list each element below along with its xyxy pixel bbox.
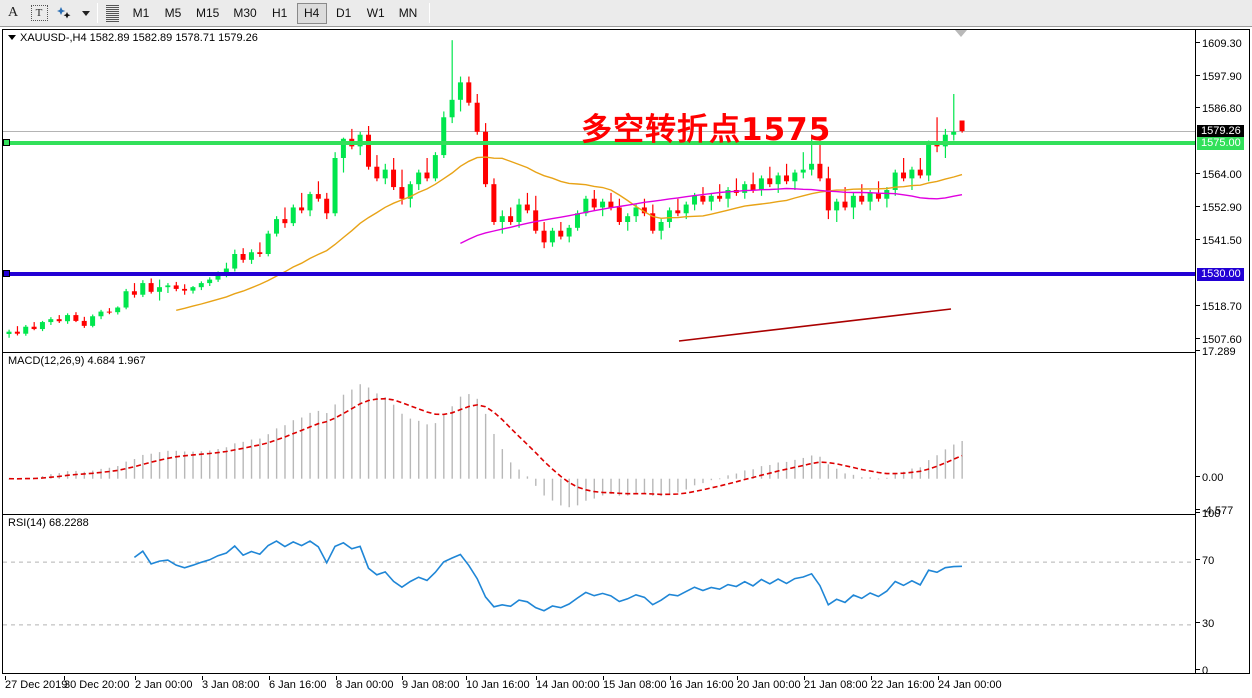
time-axis-label: 3 Jan 08:00 — [202, 679, 260, 691]
macd-axis-tick: 17.289 — [1196, 347, 1236, 358]
toolbar-separator-1 — [97, 3, 98, 23]
blue-line-handle[interactable] — [3, 270, 10, 278]
price-axis-tick: 1552.90 — [1196, 202, 1242, 214]
rsi-panel-label: RSI(14) 68.2288 — [8, 517, 89, 529]
timeframe-button-m1[interactable]: M1 — [132, 6, 150, 20]
price-panel-label: XAUUSD-,H4 1582.89 1582.89 1578.71 1579.… — [8, 32, 258, 44]
time-axis-tick — [737, 676, 738, 680]
timeframe-button-w1[interactable]: W1 — [366, 6, 385, 20]
time-axis-tick — [938, 676, 939, 680]
price-axis-tick: 1609.30 — [1196, 38, 1242, 50]
time-axis-label: 22 Jan 16:00 — [871, 679, 935, 691]
macd-axis-tick: 0.00 — [1196, 472, 1223, 484]
time-axis-label: 9 Jan 08:00 — [402, 679, 460, 691]
green-level-badge: 1575.00 — [1197, 137, 1244, 151]
chart-top-marker — [955, 30, 967, 37]
price-panel-label-text: XAUUSD-,H4 1582.89 1582.89 1578.71 1579.… — [20, 32, 258, 44]
time-axis-label: 16 Jan 16:00 — [670, 679, 734, 691]
time-axis-tick — [804, 676, 805, 680]
text-tool-icon[interactable]: A — [7, 5, 19, 20]
time-axis-label: 14 Jan 00:00 — [536, 679, 600, 691]
time-axis-label: 24 Jan 00:00 — [938, 679, 1002, 691]
price-axis[interactable]: 1609.30 1597.90 1586.80 1564.00 1552.90 1541.… — [1195, 30, 1249, 677]
timeframe-button-m5[interactable]: M5 — [164, 6, 182, 20]
time-axis-tick — [871, 676, 872, 680]
timeframe-button-h1[interactable]: H1 — [272, 6, 288, 20]
time-axis-tick — [64, 676, 65, 680]
rsi-axis-tick: 70 — [1196, 556, 1214, 567]
rsi-series — [3, 540, 1197, 626]
time-axis[interactable]: 27 Dec 2019 30 Dec 20:00 2 Jan 00:00 3 Jan … — [2, 676, 1250, 696]
timeframe-button-mn[interactable]: MN — [398, 6, 418, 20]
objects-dropdown-caret[interactable] — [78, 1, 92, 25]
price-axis-tick: 1597.90 — [1196, 71, 1242, 83]
time-axis-label: 21 Jan 08:00 — [804, 679, 868, 691]
candlestick-series — [6, 40, 965, 342]
time-axis-tick — [670, 676, 671, 680]
blue-level-badge: 1530.00 — [1197, 268, 1244, 282]
green-line-handle[interactable] — [3, 139, 10, 147]
timeframe-button-m30[interactable]: M30 — [233, 6, 257, 20]
label-tool-icon[interactable]: T — [26, 1, 52, 25]
time-axis-label: 6 Jan 16:00 — [269, 679, 327, 691]
rsi-panel[interactable]: RSI(14) 68.2288 — [3, 514, 1197, 672]
time-axis-label: 20 Jan 00:00 — [737, 679, 801, 691]
price-panel[interactable]: 多空转折点1575 XAUUSD-,H4 1582.89 1582.89 157… — [3, 30, 1197, 350]
rsi-axis-tick: 30 — [1196, 618, 1214, 630]
timeframe-button-group: M1 M5 M15 M30 H1 H4 D1 W1 MN — [126, 2, 423, 24]
timeframe-button-d1[interactable]: D1 — [336, 6, 352, 20]
macd-panel[interactable]: MACD(12,26,9) 4.684 1.967 — [3, 352, 1197, 512]
last-price-line — [3, 131, 1197, 132]
time-axis-label: 8 Jan 00:00 — [336, 679, 394, 691]
rsi-axis-tick: 0 — [1196, 666, 1208, 677]
macd-axis-tick: -4.577 — [1196, 506, 1233, 517]
macd-panel-label: MACD(12,26,9) 4.684 1.967 — [8, 355, 146, 367]
time-axis-label: 10 Jan 16:00 — [466, 679, 530, 691]
rsi-panel-inner — [3, 515, 1197, 672]
price-axis-tick: 1507.60 — [1196, 334, 1242, 346]
last-price-badge: 1579.26 — [1197, 125, 1244, 139]
macd-series — [8, 384, 963, 508]
time-axis-tick — [536, 676, 537, 680]
toolbar: A T M1 M5 M15 M30 H1 H4 D1 W1 MN — [0, 0, 1252, 27]
objects-tool-icon[interactable] — [52, 1, 78, 25]
toolbar-separator-2 — [429, 3, 431, 23]
price-panel-inner: 多空转折点1575 — [3, 30, 1197, 350]
time-axis-label: 27 Dec 2019 — [5, 679, 68, 691]
chart-frame: 多空转折点1575 XAUUSD-,H4 1582.89 1582.89 157… — [2, 29, 1250, 677]
price-axis-tick: 1518.70 — [1196, 302, 1242, 313]
time-axis-tick — [135, 676, 136, 680]
blue-support-line[interactable] — [3, 270, 1197, 278]
price-axis-tick: 1586.80 — [1196, 104, 1242, 115]
price-axis-tick: 1564.00 — [1196, 170, 1242, 181]
rsi-axis-tick: 100 — [1196, 509, 1220, 520]
time-axis-tick — [336, 676, 337, 680]
time-axis-tick — [603, 676, 604, 680]
collapse-caret-icon[interactable] — [8, 35, 16, 40]
time-axis-label: 2 Jan 00:00 — [135, 679, 193, 691]
time-axis-tick — [269, 676, 270, 680]
chart-annotation-text[interactable]: 多空转折点1575 — [581, 112, 832, 148]
time-axis-tick — [466, 676, 467, 680]
green-support-line[interactable] — [3, 139, 1197, 147]
timeframe-button-h4[interactable]: H4 — [296, 2, 327, 24]
time-axis-tick — [202, 676, 203, 680]
time-axis-label: 30 Dec 20:00 — [64, 679, 130, 691]
macd-panel-inner — [3, 353, 1197, 512]
timeframe-button-m15[interactable]: M15 — [196, 6, 220, 20]
time-axis-tick — [402, 676, 403, 680]
time-axis-label: 15 Jan 08:00 — [603, 679, 667, 691]
list-icon[interactable] — [106, 4, 119, 22]
price-axis-tick: 1541.50 — [1196, 235, 1242, 247]
time-axis-tick — [5, 676, 6, 680]
